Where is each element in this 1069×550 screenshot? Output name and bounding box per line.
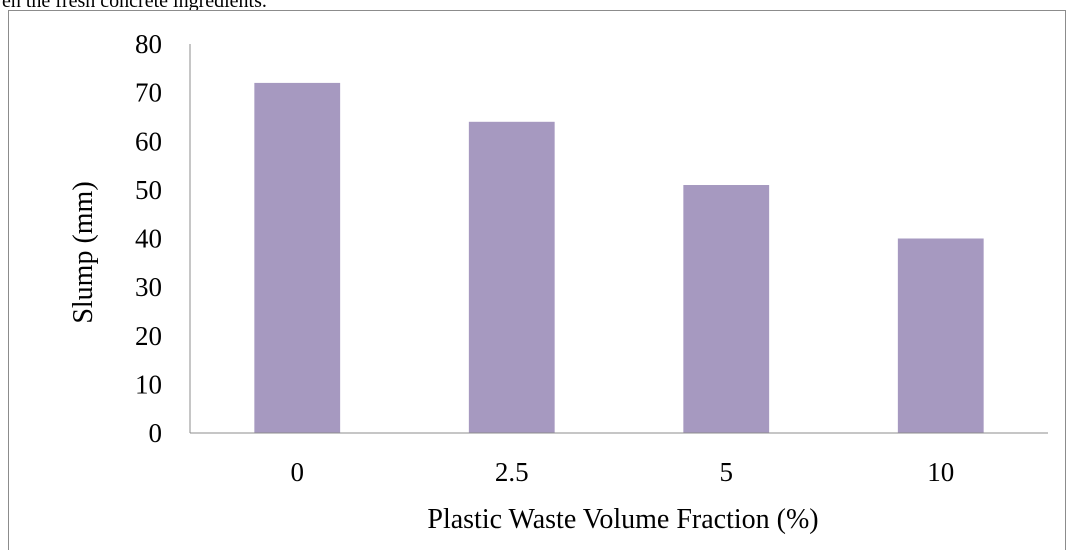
bar-10 [897,238,984,433]
y-tick-label: 0 [149,418,163,448]
x-tick-label: 10 [927,457,954,487]
x-tick-label: 0 [291,457,305,487]
bar-2.5 [468,121,555,434]
x-tick-label: 5 [720,457,734,487]
y-tick-label: 60 [135,126,162,156]
bar-5 [683,185,770,433]
bar-0 [254,82,341,434]
bars [254,82,984,434]
y-axis-ticks: 0 10 20 30 40 50 60 70 80 [135,29,162,448]
x-tick-label: 2.5 [495,457,529,487]
y-tick-label: 10 [135,369,162,399]
x-axis-ticks: 0 2.5 5 10 [291,457,955,487]
x-axis-title: Plastic Waste Volume Fraction (%) [427,504,818,535]
y-tick-label: 30 [135,272,162,302]
y-tick-label: 20 [135,321,162,351]
y-tick-label: 50 [135,175,162,205]
y-tick-label: 40 [135,224,162,254]
caption-fragment: en the fresh concrete ingredients. [2,0,267,12]
y-tick-label: 70 [135,78,162,108]
y-tick-label: 80 [135,29,162,59]
y-axis-title: Slump (mm) [68,181,99,323]
